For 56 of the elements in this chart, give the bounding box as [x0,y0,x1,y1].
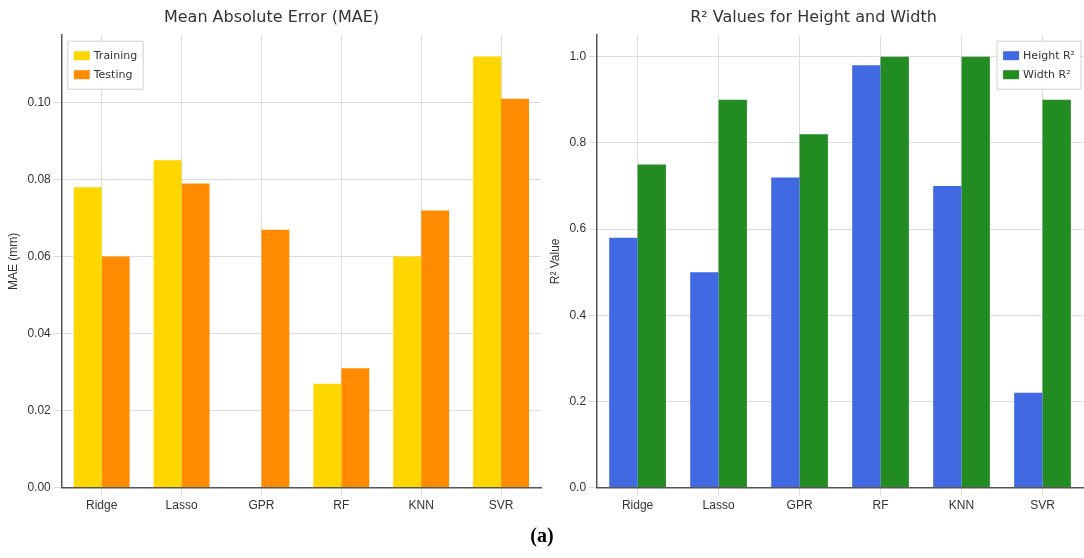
x-tick-label: GPR [786,498,813,513]
x-tick-label: SVR [488,498,514,513]
y-tick-label: 0.8 [569,135,587,150]
y-tick-label: 0.08 [27,171,52,186]
x-tick-label: KNN [948,498,975,513]
y-tick-label: 0.0 [569,479,587,494]
y-tick-label: 0.04 [27,325,52,340]
chart-title: Mean Absolute Error (MAE) [163,6,380,26]
chart-title: R² Values for Height and Width [690,6,937,26]
bar [852,65,881,488]
bar [1014,392,1043,488]
x-tick-label: Lasso [702,498,735,513]
bar [637,164,666,488]
bar [393,256,422,488]
y-tick-label: 0.6 [569,221,587,236]
bar [501,98,530,488]
bar [718,99,747,488]
y-tick-label: 0.2 [569,393,587,408]
x-tick-label: Ridge [86,498,118,513]
x-tick-label: Lasso [165,498,198,513]
x-tick-label: SVR [1030,498,1056,513]
bar [473,56,502,488]
x-tick-label: KNN [408,498,434,513]
bar [880,56,909,488]
x-tick-label: RF [333,498,350,513]
legend-label: Width R² [1023,68,1071,82]
bar [690,272,719,488]
y-axis-title: MAE (mm) [5,232,20,291]
x-tick-label: GPR [248,498,275,513]
bar [771,177,800,488]
legend-label: Testing [92,68,133,82]
bar [609,237,638,488]
legend-label: Training [92,49,138,63]
bar [153,160,182,488]
y-tick-label: 0.4 [569,307,587,322]
bar [101,256,130,488]
y-tick-label: 0.00 [27,479,52,494]
bar [261,229,290,488]
bar [341,368,370,488]
bar [421,210,450,488]
bar [73,187,102,488]
bar [799,134,828,488]
y-tick-label: 0.02 [27,402,52,417]
legend-label: Height R² [1023,49,1076,63]
y-axis-title: R² Value [547,238,562,285]
text: (a) [529,524,555,547]
bar [961,56,990,488]
x-tick-label: RF [872,498,889,513]
y-tick-label: 0.06 [27,248,52,263]
y-tick-label: 1.0 [569,49,587,64]
bar [181,183,210,488]
bar [933,186,962,488]
x-tick-label: Ridge [621,498,654,513]
y-tick-label: 0.10 [27,94,52,109]
bar [313,383,342,488]
bar [1042,99,1071,488]
